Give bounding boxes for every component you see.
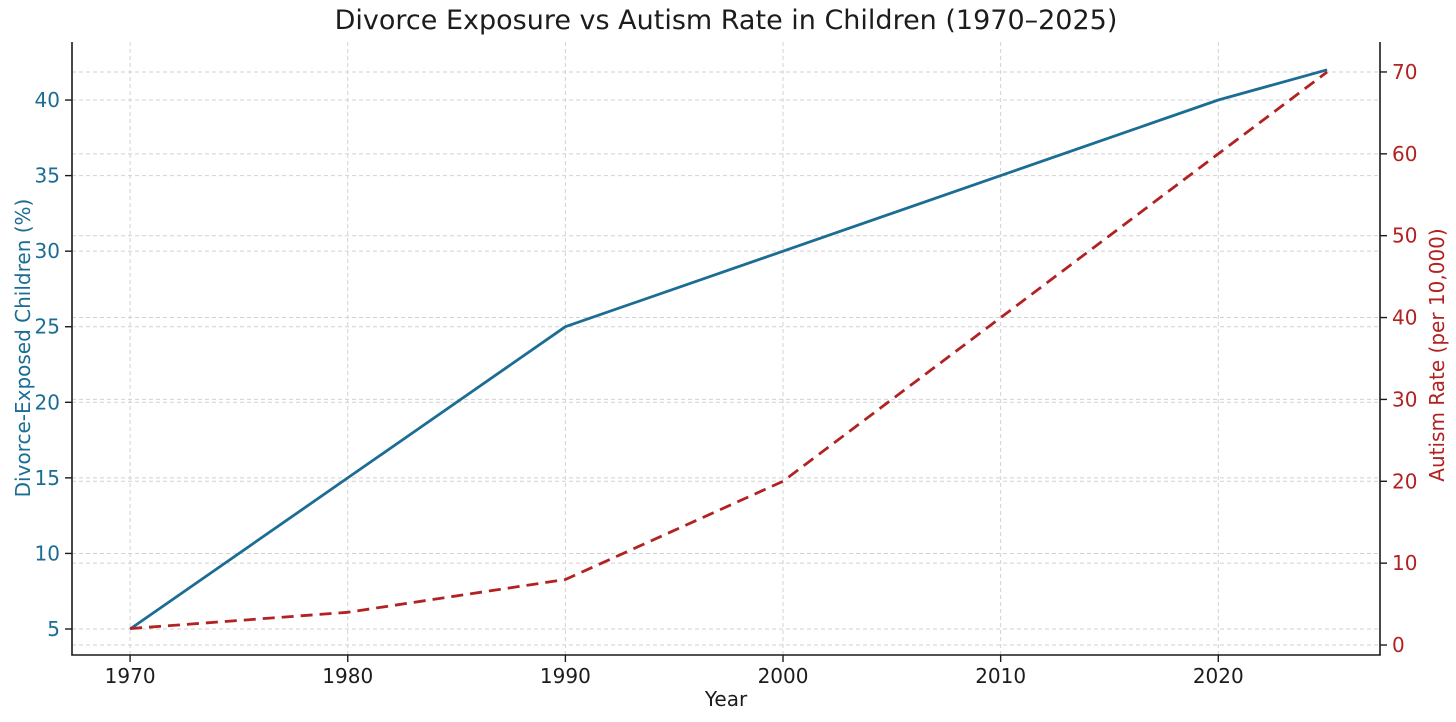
right-tick-label: 60 [1392,142,1417,166]
right-tick-label: 40 [1392,306,1417,330]
left-tick-label: 35 [35,164,60,188]
x-axis-label: Year [704,687,748,711]
left-tick-label: 40 [35,88,60,112]
left-tick-label: 20 [35,390,60,414]
x-tick-label: 1980 [322,664,373,688]
x-tick-label: 2020 [1193,664,1244,688]
x-tick-label: 1970 [105,664,156,688]
right-tick-label: 50 [1392,224,1417,248]
left-tick-label: 15 [35,466,60,490]
divorce-line [129,68,1328,631]
right-tick-label: 0 [1392,633,1405,657]
left-tick-label: 10 [35,541,60,565]
left-tick-label: 5 [47,617,60,641]
right-tick-label: 20 [1392,469,1417,493]
x-tick-label: 2010 [975,664,1026,688]
right-tick-label: 30 [1392,387,1417,411]
left-tick-label: 25 [35,315,60,339]
chart-title: Divorce Exposure vs Autism Rate in Child… [334,5,1118,36]
autism-line [129,70,1328,630]
x-tick-label: 2000 [758,664,809,688]
left-tick-label: 30 [35,239,60,263]
x-tick-label: 1990 [540,664,591,688]
right-tick-label: 10 [1392,551,1417,575]
right-tick-label: 70 [1392,60,1417,84]
